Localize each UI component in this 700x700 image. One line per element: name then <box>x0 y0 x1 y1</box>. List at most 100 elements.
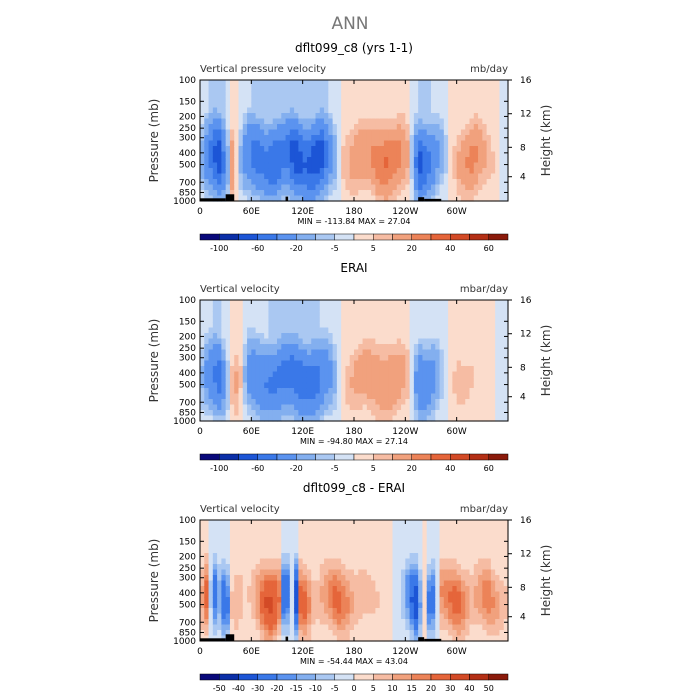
field-cells <box>200 300 509 422</box>
y-tick-label: 700 <box>179 398 196 408</box>
colorbar-swatch <box>199 233 220 241</box>
y2-tick-label: 8 <box>520 363 526 373</box>
y-tick-label: 250 <box>179 564 196 574</box>
y-tick-label: 200 <box>179 112 196 122</box>
colorbar-swatch <box>238 233 258 241</box>
y2-tick-label: 4 <box>520 613 526 623</box>
colorbar-swatch <box>411 673 432 681</box>
y-tick-label: 850 <box>179 408 196 418</box>
colorbar-swatch <box>488 453 509 461</box>
colorbar-swatch <box>450 453 470 461</box>
y2-axis-label: Height (km) <box>539 325 553 396</box>
colorbar-label: 20 <box>426 684 436 693</box>
colorbar-swatch <box>219 673 239 681</box>
colorbar-label: 50 <box>484 684 494 693</box>
figure-title: ANN <box>331 14 369 34</box>
colorbar-swatch <box>373 453 393 461</box>
topography-mask <box>418 637 425 641</box>
y-tick-label: 400 <box>179 589 196 599</box>
panel-left-label: Vertical velocity <box>200 284 280 295</box>
y2-tick-label: 8 <box>520 143 526 153</box>
colorbar-label: -20 <box>290 244 303 253</box>
y-tick-label: 300 <box>179 574 196 584</box>
colorbar-label: 20 <box>407 464 417 473</box>
colorbar-swatch <box>219 453 239 461</box>
y-tick-label: 700 <box>179 618 196 628</box>
topography-mask <box>200 638 226 641</box>
y2-tick-label: 12 <box>520 330 531 340</box>
panel-left-label: Vertical velocity <box>200 504 280 515</box>
colorbar-swatch <box>199 453 220 461</box>
y-tick-label: 500 <box>179 161 196 171</box>
panel-3: dflt099_c8 - ERAI Vertical velocity mbar/d… <box>147 481 553 693</box>
colorbar-swatch <box>430 233 451 241</box>
topography-mask <box>424 198 442 201</box>
colorbar-swatch <box>430 453 451 461</box>
topography-mask <box>418 197 425 201</box>
colorbar-label: -100 <box>210 244 228 253</box>
x-tick-label: 60E <box>243 647 260 657</box>
colorbar-label: 0 <box>351 684 356 693</box>
y-tick-label: 1000 <box>173 197 196 207</box>
colorbar-label: 40 <box>445 464 455 473</box>
colorbar-label: 5 <box>371 244 376 253</box>
panel-title: dflt099_c8 - ERAI <box>303 481 405 495</box>
panel-title: ERAI <box>340 261 367 275</box>
x-tick-label: 0 <box>197 647 203 657</box>
colorbar-swatch <box>488 673 509 681</box>
y-tick-label: 500 <box>179 601 196 611</box>
y2-axis-label: Height (km) <box>539 545 553 616</box>
min-max-stats: MIN = -113.84 MAX = 27.04 <box>297 217 410 226</box>
colorbar-label: -5 <box>331 244 339 253</box>
y-axis-label: Pressure (mb) <box>147 319 161 403</box>
colorbar-label: 10 <box>387 684 397 693</box>
colorbar-swatch <box>373 673 393 681</box>
colorbar-swatch <box>411 453 432 461</box>
y-tick-label: 850 <box>179 628 196 638</box>
topography-mask <box>225 194 235 201</box>
colorbar-swatch <box>450 233 470 241</box>
colorbar-swatch <box>450 673 470 681</box>
y-tick-label: 1000 <box>173 417 196 427</box>
x-tick-label: 120E <box>291 647 314 657</box>
y2-tick-label: 12 <box>520 110 531 120</box>
y-tick-label: 850 <box>179 188 196 198</box>
field-cells <box>200 80 509 202</box>
y-tick-label: 150 <box>179 317 196 327</box>
field-cells <box>200 520 509 642</box>
colorbar-swatch <box>257 233 278 241</box>
colorbar-swatch <box>257 673 278 681</box>
topography-mask <box>424 638 442 641</box>
colorbar-swatch <box>373 233 393 241</box>
colorbar-label: 30 <box>445 684 455 693</box>
y2-axis-label: Height (km) <box>539 105 553 176</box>
x-tick-label: 120W <box>392 647 418 657</box>
colorbar-swatch <box>296 673 316 681</box>
colorbar-swatch <box>296 453 316 461</box>
colorbar-swatch <box>334 233 355 241</box>
colorbar-swatch <box>488 233 509 241</box>
y-tick-label: 700 <box>179 178 196 188</box>
colorbar-label: -15 <box>290 684 303 693</box>
colorbar-label: -20 <box>270 684 283 693</box>
x-tick-label: 180 <box>345 647 362 657</box>
colorbar-swatch <box>315 233 335 241</box>
y-tick-label: 300 <box>179 354 196 364</box>
y2-tick-label: 16 <box>520 76 532 86</box>
x-tick-label: 180 <box>345 427 362 437</box>
panel-right-label: mb/day <box>470 64 508 75</box>
panel-title: dflt099_c8 (yrs 1-1) <box>295 41 413 55</box>
colorbar-label: -50 <box>213 684 226 693</box>
y-axis-label: Pressure (mb) <box>147 539 161 623</box>
colorbar-label: -60 <box>251 244 264 253</box>
colorbar-swatch <box>276 673 297 681</box>
colorbar-label: -10 <box>309 684 322 693</box>
colorbar-swatch <box>469 233 489 241</box>
colorbar-swatch <box>334 453 355 461</box>
colorbar-label: 15 <box>407 684 417 693</box>
x-tick-label: 60W <box>446 647 466 657</box>
y2-tick-label: 16 <box>520 296 532 306</box>
y-tick-label: 400 <box>179 149 196 159</box>
colorbar-label: 40 <box>445 244 455 253</box>
